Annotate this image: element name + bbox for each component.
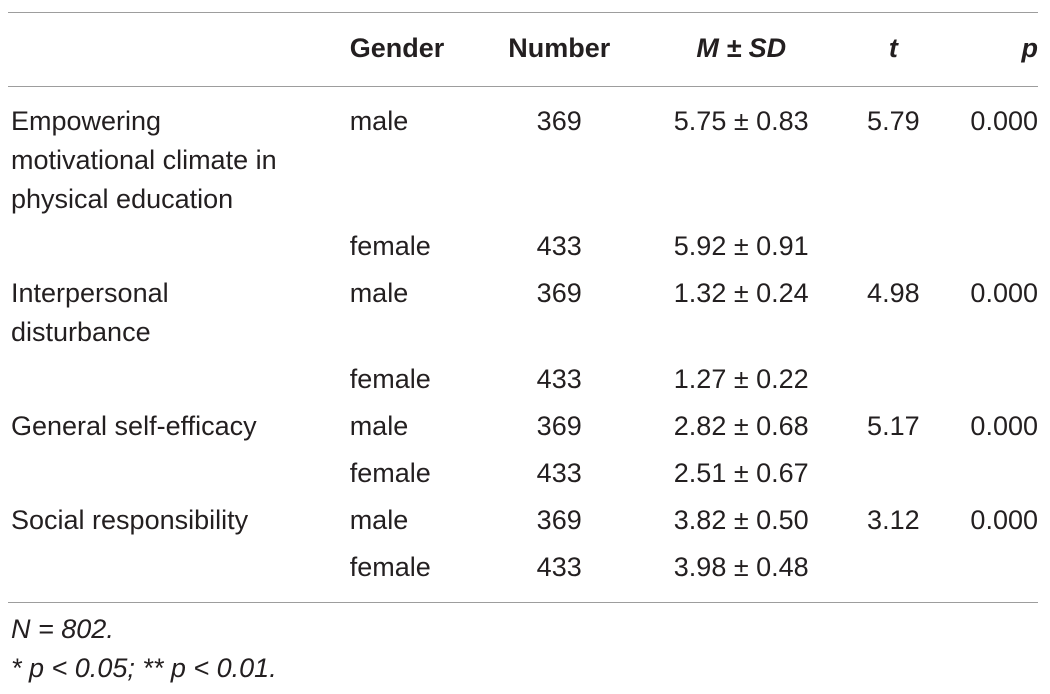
variable-label-line: disturbance bbox=[11, 317, 151, 347]
t-value-cell bbox=[844, 352, 944, 399]
mean-sd-cell: 2.51 ± 0.67 bbox=[673, 458, 809, 488]
p-value-cell: 0.000 bbox=[970, 278, 1038, 308]
gender-cell: male bbox=[349, 411, 409, 441]
significance-note: * p < 0.05; ** p < 0.01. bbox=[11, 653, 277, 683]
mean-sd-cell: 1.27 ± 0.22 bbox=[673, 364, 809, 394]
p-value-cell bbox=[943, 219, 1038, 266]
variable-label-line: General self-efficacy bbox=[11, 411, 257, 441]
gender-cell: female bbox=[349, 540, 480, 603]
mean-sd-cell: 5.92 ± 0.91 bbox=[673, 231, 809, 261]
table-row: Social responsibility male 369 3.82 ± 0.… bbox=[8, 493, 1038, 540]
t-value-cell bbox=[844, 446, 944, 493]
gender-cell: male bbox=[349, 278, 409, 308]
header-mean-sd: M ± SD bbox=[639, 12, 844, 87]
t-value-cell: 4.98 bbox=[867, 278, 920, 308]
header-gender: Gender bbox=[349, 12, 480, 87]
gender-cell: male bbox=[349, 106, 409, 136]
gender-difference-table: Gender Number M ± SD t p Empowering moti… bbox=[8, 12, 1038, 603]
variable-label-line: Social responsibility bbox=[11, 505, 249, 535]
p-value-cell bbox=[943, 446, 1038, 493]
variable-label-line: physical education bbox=[11, 184, 234, 214]
variable-label-line: motivational climate in bbox=[11, 145, 277, 175]
gender-cell: female bbox=[349, 364, 431, 394]
variable-cell bbox=[8, 446, 350, 493]
variable-cell bbox=[8, 540, 350, 603]
gender-cell: female bbox=[349, 231, 431, 261]
table-row: female 433 1.27 ± 0.22 bbox=[8, 352, 1038, 399]
mean-sd-cell: 3.82 ± 0.50 bbox=[673, 505, 809, 535]
mean-sd-cell: 3.98 ± 0.48 bbox=[639, 540, 844, 603]
mean-sd-cell: 5.75 ± 0.83 bbox=[673, 106, 809, 136]
table-footnotes: N = 802. * p < 0.05; ** p < 0.01. bbox=[11, 610, 277, 688]
variable-cell: General self-efficacy bbox=[8, 399, 350, 446]
number-cell: 433 bbox=[536, 364, 582, 394]
variable-label-line: Interpersonal bbox=[11, 278, 169, 308]
header-p: p bbox=[943, 12, 1038, 87]
header-row: Gender Number M ± SD t p bbox=[8, 12, 1038, 87]
number-cell: 433 bbox=[479, 540, 639, 603]
table-row: Empowering motivational climate in physi… bbox=[8, 87, 1038, 220]
t-value-cell bbox=[844, 219, 944, 266]
variable-cell: Empowering motivational climate in physi… bbox=[8, 87, 350, 220]
variable-label-line: Empowering bbox=[11, 106, 162, 136]
sample-size-note: N = 802. bbox=[11, 614, 114, 644]
t-value-cell: 3.12 bbox=[867, 505, 920, 535]
p-value-cell: 0.000 bbox=[970, 411, 1038, 441]
t-value-cell: 5.17 bbox=[867, 411, 920, 441]
p-value-cell bbox=[943, 352, 1038, 399]
gender-cell: male bbox=[349, 505, 409, 535]
header-t: t bbox=[843, 12, 944, 87]
table-row: female 433 5.92 ± 0.91 bbox=[8, 219, 1038, 266]
variable-cell bbox=[8, 352, 350, 399]
variable-cell: Interpersonal disturbance bbox=[8, 266, 350, 352]
table-row: female 433 2.51 ± 0.67 bbox=[8, 446, 1038, 493]
mean-sd-cell: 1.32 ± 0.24 bbox=[673, 278, 809, 308]
number-cell: 369 bbox=[536, 505, 582, 535]
number-cell: 433 bbox=[536, 458, 582, 488]
gender-cell: female bbox=[349, 458, 431, 488]
p-value-cell: 0.000 bbox=[970, 106, 1038, 136]
variable-cell bbox=[8, 219, 350, 266]
t-value-cell: 5.79 bbox=[867, 106, 920, 136]
t-value-cell bbox=[843, 540, 944, 603]
header-variable bbox=[8, 12, 350, 87]
number-cell: 369 bbox=[536, 106, 582, 136]
mean-sd-cell: 2.82 ± 0.68 bbox=[673, 411, 809, 441]
table-row: female 433 3.98 ± 0.48 bbox=[8, 540, 1038, 603]
number-cell: 369 bbox=[536, 278, 582, 308]
p-value-cell: 0.000 bbox=[970, 505, 1038, 535]
p-value-cell bbox=[943, 540, 1038, 603]
header-number: Number bbox=[479, 12, 639, 87]
number-cell: 369 bbox=[536, 411, 582, 441]
table-row: General self-efficacy male 369 2.82 ± 0.… bbox=[8, 399, 1038, 446]
variable-cell: Social responsibility bbox=[8, 493, 350, 540]
number-cell: 433 bbox=[536, 231, 582, 261]
table-row: Interpersonal disturbance male 369 1.32 … bbox=[8, 266, 1038, 352]
